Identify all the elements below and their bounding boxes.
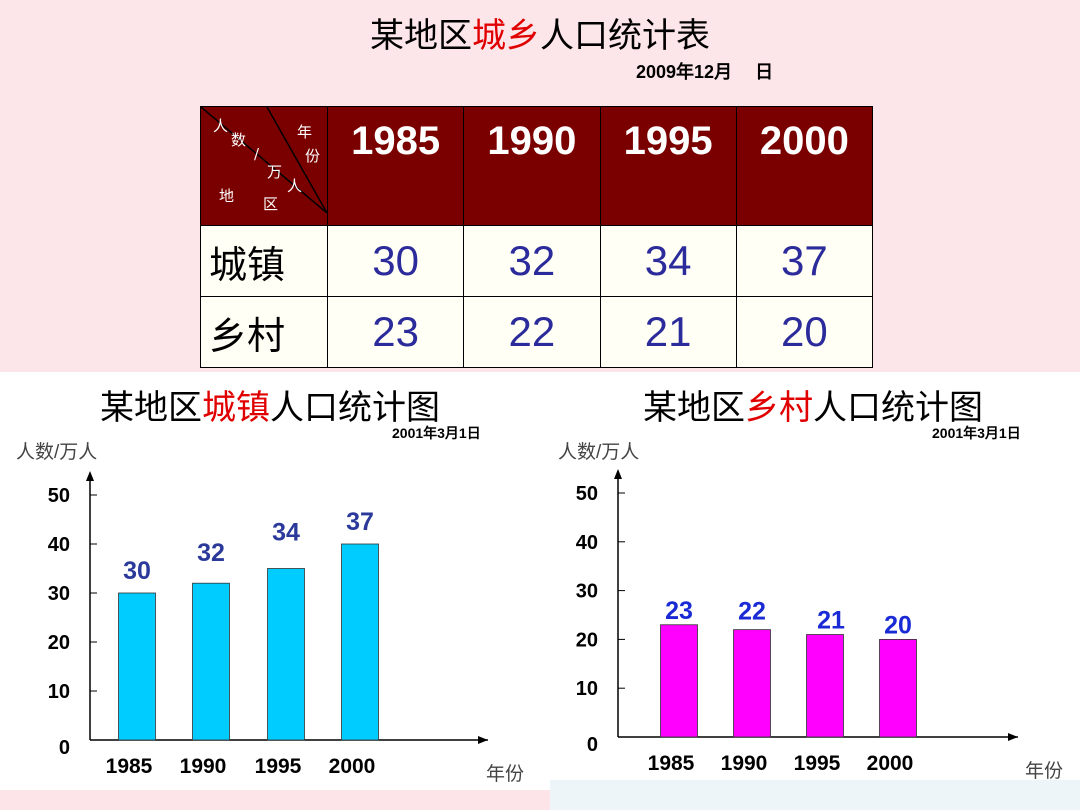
y-tick-label: 50 [576, 483, 598, 505]
bar [341, 543, 379, 741]
bar [879, 638, 917, 738]
title-highlight: 城乡 [472, 16, 540, 56]
x-axis-arrow-icon [1008, 733, 1018, 741]
title-suffix: 人口统计图 [270, 388, 440, 428]
table-cell: 20 [735, 296, 874, 368]
x-axis-arrow-icon [478, 736, 488, 744]
rural-bar-chart: 人数/万人 0 10 20 30 40 50 23 1985 22 1990 21 1995 20 2000… [558, 441, 1063, 782]
y-tick-label: 0 [59, 737, 70, 759]
bar-value-label: 20 [884, 611, 912, 639]
bar [192, 582, 230, 741]
table-date: 2009年12月 日 [636, 62, 774, 82]
row-label: 城镇 [200, 225, 328, 297]
bar-value-label: 30 [123, 557, 151, 585]
corner-label: 人 [213, 117, 229, 135]
page-title: 某地区城乡人口统计表 [0, 8, 1080, 57]
row-label: 乡村 [200, 296, 328, 368]
title-prefix: 某地区 [643, 388, 745, 428]
bar-value-label: 22 [738, 598, 766, 626]
title-highlight: 乡村 [745, 388, 813, 428]
x-tick-label: 2000 [867, 752, 914, 775]
table-cell: 37 [735, 225, 874, 297]
y-tick-label: 10 [576, 678, 598, 700]
corner-label: 份 [305, 147, 321, 165]
table-row: 城镇 30 32 34 37 [200, 225, 874, 297]
bar [660, 624, 698, 738]
corner-label: 地 [219, 187, 235, 205]
bar-value-label: 21 [817, 607, 845, 635]
year-header: 1990 [463, 106, 601, 226]
y-tick-label: 40 [48, 534, 70, 556]
x-axis-label: 年份 [1025, 760, 1063, 782]
x-tick-label: 1985 [648, 752, 695, 775]
year-header: 2000 [735, 106, 874, 226]
y-axis-arrow-icon [614, 469, 622, 479]
y-axis-label: 人数/万人 [16, 441, 97, 463]
table-cell: 30 [326, 225, 465, 297]
bar-value-label: 37 [346, 508, 374, 536]
y-tick-label: 20 [48, 632, 70, 654]
table-header-row: 人 数 / 万 人 年 份 地 区 1985 1990 1995 2000 [200, 106, 874, 226]
y-tick-label: 40 [576, 532, 598, 554]
rural-chart-date: 2001年3月1日 [932, 425, 1021, 441]
bottom-strip-left [0, 790, 550, 810]
table-cell: 32 [463, 225, 601, 297]
corner-label: 区 [263, 195, 279, 213]
table-cell: 23 [326, 296, 465, 368]
population-table: 人 数 / 万 人 年 份 地 区 1985 1990 1995 2000 城镇… [200, 106, 874, 368]
corner-label: 年 [297, 123, 313, 141]
y-tick-label: 50 [48, 485, 70, 507]
y-axis-arrow-icon [86, 471, 94, 481]
bar [733, 629, 771, 738]
title-prefix: 某地区 [370, 16, 472, 56]
table-cell: 22 [463, 296, 601, 368]
title-suffix: 人口统计图 [813, 388, 983, 428]
table-cell: 34 [599, 225, 737, 297]
year-header: 1995 [599, 106, 737, 226]
table-row: 乡村 23 22 21 20 [200, 296, 874, 368]
bar-value-label: 32 [197, 539, 225, 567]
corner-label: / [254, 145, 260, 163]
x-tick-label: 1990 [180, 755, 227, 778]
x-tick-label: 1985 [106, 755, 153, 778]
y-tick-label: 30 [576, 581, 598, 603]
x-tick-label: 2000 [329, 755, 376, 778]
x-tick-label: 1990 [721, 752, 768, 775]
y-tick-label: 0 [587, 734, 598, 756]
year-header: 1985 [326, 106, 465, 226]
bar-value-label: 23 [665, 597, 693, 625]
bottom-strip-right [550, 780, 1080, 810]
title-prefix: 某地区 [100, 388, 202, 428]
rural-chart-title: 某地区乡村人口统计图 [643, 380, 983, 429]
bar-value-label: 34 [272, 519, 300, 547]
corner-diagonal-lines [201, 107, 327, 213]
y-tick-label: 20 [576, 629, 598, 651]
table-corner-cell: 人 数 / 万 人 年 份 地 区 [200, 106, 328, 226]
corner-label: 人 [287, 177, 303, 195]
x-tick-label: 1995 [794, 752, 841, 775]
title-suffix: 人口统计表 [540, 16, 710, 56]
table-cell: 21 [599, 296, 737, 368]
corner-label: 万 [267, 163, 283, 181]
urban-chart-date: 2001年3月1日 [392, 425, 481, 441]
x-tick-label: 1995 [255, 755, 302, 778]
y-axis-label: 人数/万人 [558, 441, 639, 463]
bar [806, 634, 844, 738]
x-axis-label: 年份 [486, 763, 524, 785]
bar [267, 568, 305, 741]
urban-chart-title: 某地区城镇人口统计图 [100, 380, 440, 429]
y-tick-label: 10 [48, 681, 70, 703]
y-tick-label: 30 [48, 583, 70, 605]
urban-bar-chart: 人数/万人 0 10 20 30 40 50 30 1985 32 1990 34 1995 37 2000… [16, 441, 524, 785]
title-highlight: 城镇 [202, 388, 270, 428]
corner-label: 数 [231, 131, 247, 149]
bar [118, 592, 156, 741]
